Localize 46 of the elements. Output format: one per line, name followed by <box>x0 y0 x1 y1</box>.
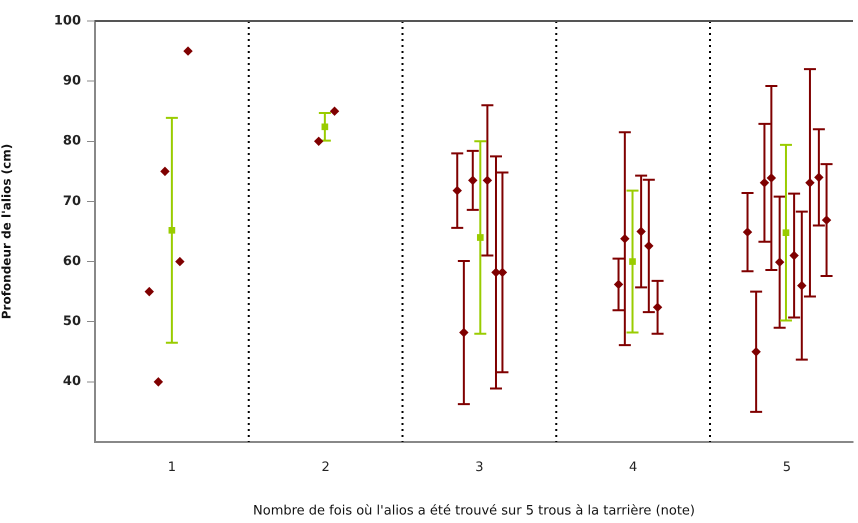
point <box>766 173 776 182</box>
point <box>160 166 170 176</box>
y-tick-label: 80 <box>62 134 81 149</box>
point <box>175 257 184 266</box>
point <box>629 258 636 265</box>
point <box>760 178 769 188</box>
point <box>636 227 646 236</box>
point <box>620 234 630 244</box>
x-tick-label: 3 <box>475 460 484 476</box>
point <box>459 328 468 338</box>
x-tick-label: 2 <box>321 460 330 476</box>
point <box>805 178 814 188</box>
point <box>653 302 662 312</box>
y-tick-label: 40 <box>62 374 81 390</box>
y-tick-label: 50 <box>62 314 81 330</box>
point <box>330 106 340 116</box>
point <box>322 124 328 130</box>
y-tick-label: 70 <box>62 194 81 209</box>
x-tick-label: 4 <box>628 460 638 476</box>
point <box>491 268 500 277</box>
y-tick-label: 60 <box>62 254 81 269</box>
point <box>482 176 492 185</box>
point <box>168 226 176 234</box>
point <box>790 251 799 260</box>
point <box>314 136 324 146</box>
point <box>184 46 193 56</box>
point <box>154 377 163 386</box>
x-axis-title: Nombre de fois où l'alios a été trouvé sur 5 trous à la tarrière (note) <box>253 504 695 519</box>
point <box>782 229 790 236</box>
point <box>614 280 624 289</box>
point <box>775 258 784 267</box>
y-tick-label: 90 <box>62 74 81 89</box>
y-axis-title: Profondeur de l'alios (cm) <box>0 144 14 320</box>
x-tick-label: 1 <box>168 460 176 476</box>
x-tick-label: 5 <box>782 460 792 476</box>
point <box>476 234 484 241</box>
point <box>468 176 478 185</box>
point <box>822 216 832 225</box>
point <box>452 186 462 196</box>
point <box>814 172 824 182</box>
point <box>752 347 761 356</box>
y-tick-label: 100 <box>54 13 81 28</box>
point <box>797 281 806 290</box>
point <box>144 287 154 296</box>
point <box>644 241 654 250</box>
point <box>743 228 752 237</box>
